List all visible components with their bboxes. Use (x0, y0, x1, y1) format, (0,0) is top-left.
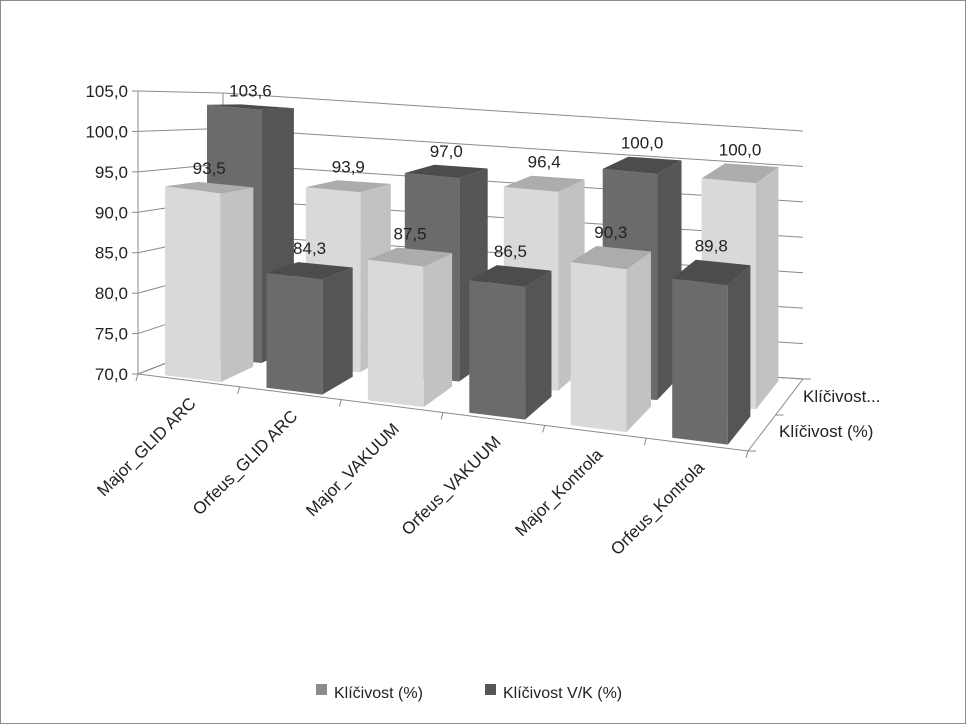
y-tick-label: 85,0 (95, 244, 128, 263)
x-tick-mark (135, 373, 139, 382)
y-tick-label: 105,0 (85, 82, 128, 101)
side-gridline (137, 90, 224, 94)
x-category-label: Major_VAKUUM (302, 419, 403, 520)
bar-side (756, 167, 779, 410)
y-tick-label: 70,0 (95, 365, 128, 384)
bars-layer (165, 104, 779, 445)
bar-top (305, 180, 391, 193)
bar-top (469, 265, 552, 287)
data-label: 100,0 (621, 134, 664, 153)
bar-side (322, 267, 353, 395)
bar-side (423, 253, 453, 408)
data-label: 93,5 (193, 159, 226, 178)
bar-orfeus-glid-arc-kl-ivost (266, 262, 353, 395)
data-label: 86,5 (494, 242, 527, 261)
x-category-label: Orfeus_Kontrola (607, 458, 708, 559)
x-tick-mark (542, 425, 546, 433)
data-label: 103,6 (229, 81, 272, 100)
bar-front (570, 262, 627, 433)
bar-major-glid-arc-kl-ivost (165, 181, 254, 382)
x-tick-mark (237, 386, 241, 394)
bar-front (672, 278, 728, 445)
legend-swatch-klicivost-vk (485, 684, 496, 695)
depth-label: Klíčivost (%) (779, 422, 873, 441)
bar-front (266, 272, 323, 395)
x-tick-mark (338, 399, 342, 407)
x-tick-mark (745, 450, 749, 459)
bar-top (602, 156, 682, 174)
back-gridline (222, 92, 804, 132)
data-label: 97,0 (430, 142, 463, 161)
y-tick-label: 80,0 (95, 284, 128, 303)
x-category-label: Orfeus_GLID ARC (189, 407, 301, 519)
data-label: 93,9 (332, 157, 365, 176)
bar-front (469, 280, 526, 420)
bar-side (626, 251, 651, 433)
bar-top (570, 246, 651, 269)
legend: Klíčivost (%) Klíčivost V/K (%) (316, 684, 622, 702)
bar-side (220, 187, 254, 382)
data-label: 89,8 (695, 237, 728, 256)
bar-front (165, 186, 221, 382)
legend-swatch-klicivost (316, 684, 327, 695)
data-label: 87,5 (393, 225, 426, 244)
legend-label-klicivost-vk: Klíčivost V/K (%) (503, 685, 622, 702)
bar-top (672, 259, 751, 286)
y-tick-label: 75,0 (95, 325, 128, 344)
y-tick-label: 95,0 (95, 163, 128, 182)
data-label: 100,0 (719, 140, 762, 159)
bar-orfeus-kontrola-kl-ivost (672, 259, 751, 445)
bar-top (367, 247, 453, 267)
x-category-label: Major_Kontrola (511, 445, 606, 540)
x-category-label: Orfeus_VAKUUM (398, 432, 505, 539)
legend-label-klicivost: Klíčivost (%) (334, 685, 423, 702)
bar-top (165, 181, 254, 194)
back-gridline (222, 127, 804, 167)
labels-layer: 103,6 93,9 97,0 96,4 100,0 100,0 93,5 84,3 87,5 8… (193, 81, 762, 261)
depth-label: Klíčivost... (803, 387, 880, 406)
data-label: 90,3 (594, 223, 627, 242)
bar-top (503, 175, 585, 192)
bar-orfeus-vakuum-kl-ivost (469, 265, 552, 420)
x-tick-mark (440, 412, 444, 420)
bar-side (525, 270, 552, 420)
bar-side (727, 265, 751, 445)
x-tick-mark (643, 438, 647, 446)
bar-top (701, 163, 779, 184)
data-label: 96,4 (528, 153, 561, 172)
y-tick-label: 90,0 (95, 203, 128, 222)
bar-top (266, 262, 353, 280)
bar-major-kontrola-kl-ivost (570, 246, 651, 433)
bar-top (207, 104, 294, 110)
data-label: 84,3 (293, 239, 326, 258)
bar-front (367, 259, 424, 408)
bar-top (404, 164, 488, 179)
y-tick-label: 100,0 (85, 122, 128, 141)
x-category-label: Major_GLID ARC (93, 394, 199, 500)
bar-major-vakuum-kl-ivost (367, 247, 453, 408)
